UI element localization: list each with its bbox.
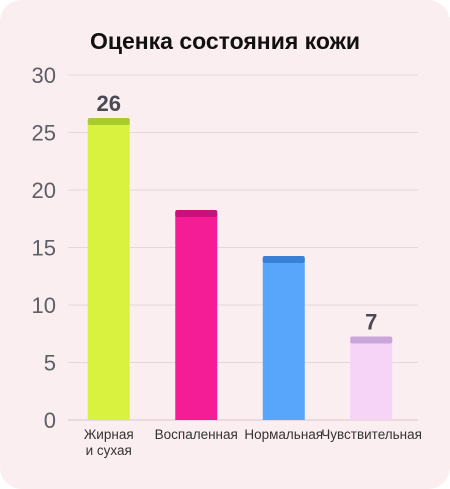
bar bbox=[262, 259, 305, 420]
data-label: 7 bbox=[365, 310, 377, 335]
bar-top bbox=[262, 256, 305, 263]
bar bbox=[175, 213, 218, 420]
bar-top bbox=[175, 210, 218, 217]
y-tick-label: 10 bbox=[32, 293, 56, 318]
data-label: 26 bbox=[97, 91, 121, 116]
bar-top bbox=[350, 336, 393, 344]
x-category-label: Нормальная bbox=[244, 427, 324, 442]
y-tick-label: 15 bbox=[32, 236, 56, 261]
bar bbox=[350, 339, 393, 420]
x-category-label: Воспаленная bbox=[154, 427, 238, 442]
y-tick-label: 5 bbox=[44, 351, 56, 376]
x-category-label: Чувствительная bbox=[321, 427, 422, 442]
y-tick-label: 0 bbox=[44, 408, 56, 433]
x-category-label: Жирная и сухая bbox=[83, 427, 134, 458]
y-tick-label: 25 bbox=[32, 121, 56, 146]
y-tick-label: 30 bbox=[32, 63, 56, 88]
chart-title: Оценка состояния кожи bbox=[89, 28, 361, 54]
bar bbox=[87, 121, 130, 420]
bar-top bbox=[87, 118, 130, 125]
y-tick-label: 20 bbox=[32, 178, 56, 203]
